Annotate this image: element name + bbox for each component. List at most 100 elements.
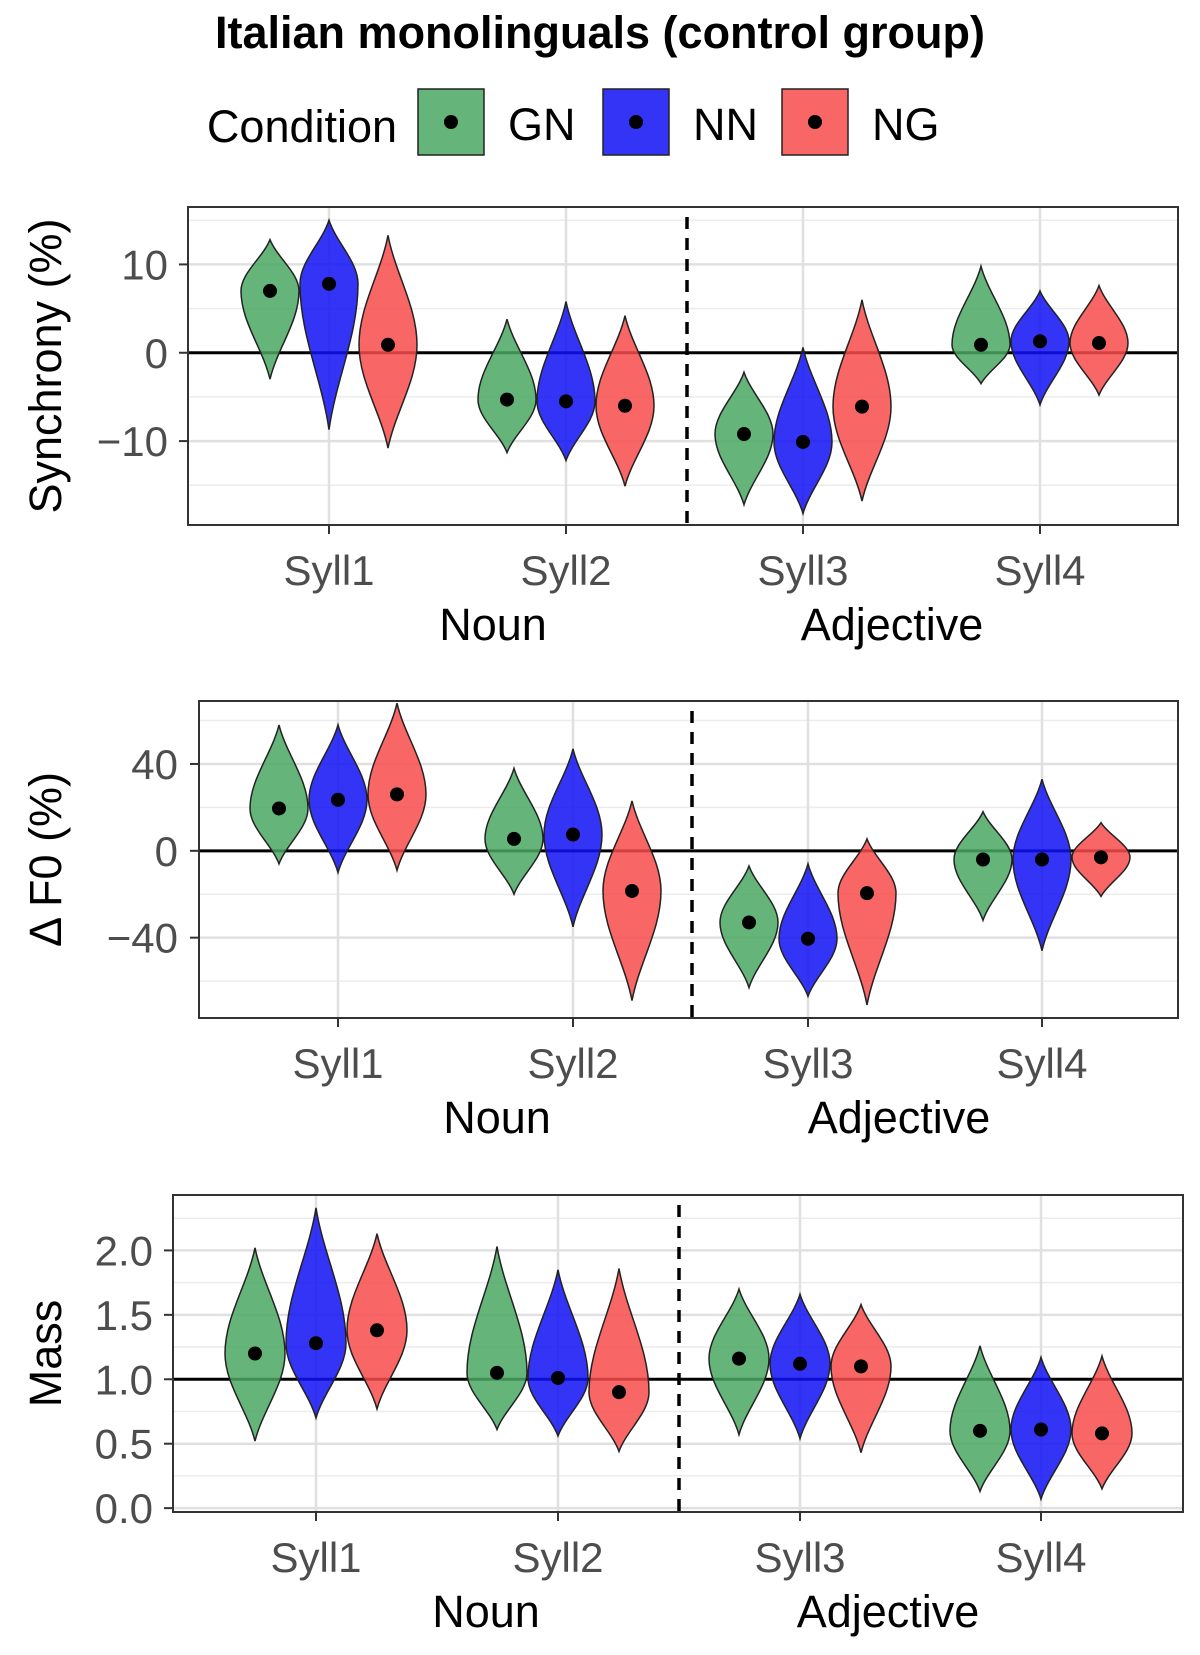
violin-gn-syll1 (240, 237, 300, 380)
violin-gn-syll2 (484, 765, 544, 897)
mean-point-ng-syll3 (855, 399, 869, 414)
y-tick-label: 0 (155, 828, 178, 875)
mean-point-nn-syll2 (559, 394, 573, 409)
x-tick-label: Syll1 (270, 1534, 361, 1581)
violin-nn-syll3 (773, 347, 833, 517)
mean-point-ng-syll1 (390, 787, 404, 802)
mean-point-gn-syll4 (973, 1423, 987, 1438)
x-tick-label: Syll4 (996, 1040, 1087, 1087)
mean-point-ng-syll2 (625, 883, 639, 898)
y-axis-label: Synchrony (%) (20, 218, 71, 513)
x-tick-label: Syll1 (292, 1040, 383, 1087)
legend-key-dot (444, 115, 458, 129)
mean-point-ng-syll4 (1095, 1426, 1109, 1441)
mean-point-gn-syll4 (976, 852, 990, 867)
legend: Condition GN NN NG (207, 88, 940, 156)
violin-gn-syll1 (224, 1247, 286, 1442)
y-tick-label: 0.5 (95, 1421, 153, 1468)
y-tick-label: 10 (121, 241, 168, 288)
x-group-label-noun: Noun (432, 1586, 540, 1637)
mean-point-gn-syll2 (490, 1365, 504, 1380)
mean-point-ng-syll2 (612, 1385, 626, 1400)
mean-point-ng-syll3 (854, 1359, 868, 1374)
mean-point-gn-syll1 (263, 283, 277, 298)
mean-point-ng-syll1 (381, 337, 395, 352)
mean-point-ng-syll4 (1094, 850, 1108, 865)
mean-point-nn-syll2 (551, 1370, 565, 1385)
violin-nn-syll2 (527, 1269, 589, 1439)
plot-background (188, 207, 1178, 525)
y-tick-label: 2.0 (95, 1227, 153, 1274)
x-tick-label: Syll2 (520, 547, 611, 594)
violin-ng-syll1 (346, 1233, 408, 1412)
x-group-label-noun: Noun (439, 599, 547, 650)
violin-ng-syll1 (367, 703, 427, 874)
legend-key-dot (808, 115, 822, 129)
violin-nn-syll2 (536, 301, 596, 463)
mean-point-gn-syll4 (974, 337, 988, 352)
mean-point-ng-syll4 (1092, 336, 1106, 351)
mean-point-ng-syll1 (370, 1323, 384, 1338)
x-group-label-noun: Noun (443, 1092, 551, 1143)
violin-nn-syll1 (299, 217, 359, 430)
legend-item-ng: NG (781, 88, 940, 156)
violin-gn-syll2 (477, 316, 537, 455)
y-tick-label: 0 (145, 330, 168, 377)
violin-ng-syll2 (588, 1268, 650, 1454)
x-tick-label: Syll3 (762, 1040, 853, 1087)
violin-gn-syll2 (466, 1246, 528, 1432)
mean-point-nn-syll1 (331, 792, 345, 807)
y-axis-label: Δ F0 (%) (20, 772, 71, 947)
mean-point-nn-syll2 (566, 827, 580, 842)
violin-ng-syll3 (837, 836, 897, 1006)
legend-key-dot (629, 115, 643, 129)
x-tick-label: Syll4 (995, 1534, 1086, 1581)
mean-point-gn-syll3 (732, 1351, 746, 1366)
violin-nn-syll1 (285, 1207, 347, 1421)
plot-border (187, 206, 1179, 526)
x-group-label-adjective: Adjective (801, 599, 984, 650)
mean-point-gn-syll3 (737, 427, 751, 442)
x-group-label-adjective: Adjective (797, 1586, 980, 1637)
violin-ng-syll4 (1071, 1353, 1133, 1491)
violin-ng-syll3 (830, 1302, 892, 1453)
mean-point-ng-syll3 (860, 886, 874, 901)
mean-point-nn-syll1 (322, 276, 336, 291)
y-tick-label: −40 (107, 915, 178, 962)
mean-point-ng-syll2 (618, 398, 632, 413)
panel-1: 10 0 −10 Syll1 Syll2 Syll3 Syll4 Noun Adjective S… (20, 206, 1179, 650)
legend-item-gn: GN (417, 88, 576, 156)
panel-3: 2.0 1.5 1.0 0.5 0.0 Syll1 Syll2 Syll3 Syll4 Noun A… (20, 1194, 1184, 1637)
violin-gn-syll4 (951, 263, 1011, 386)
legend-label-gn: GN (508, 99, 576, 150)
mean-point-nn-syll1 (309, 1336, 323, 1351)
x-group-label-adjective: Adjective (808, 1092, 991, 1143)
mean-point-gn-syll1 (248, 1346, 262, 1361)
legend-label-nn: NN (693, 99, 758, 150)
mean-point-nn-syll3 (801, 931, 815, 946)
y-tick-label: 0.0 (95, 1485, 153, 1532)
mean-point-nn-syll3 (793, 1356, 807, 1371)
y-tick-label: 1.0 (95, 1356, 153, 1403)
mean-point-nn-syll3 (796, 434, 810, 449)
legend-title: Condition (207, 101, 397, 152)
x-tick-label: Syll3 (754, 1534, 845, 1581)
y-tick-label: 40 (131, 741, 178, 788)
violin-gn-syll4 (949, 1345, 1011, 1494)
y-axis-label: Mass (20, 1300, 71, 1408)
violin-gn-syll1 (249, 724, 309, 866)
mean-point-gn-syll3 (742, 915, 756, 930)
legend-item-nn: NN (602, 88, 758, 156)
y-tick-label: 1.5 (95, 1292, 153, 1339)
x-tick-label: Syll1 (283, 547, 374, 594)
plot-border (172, 1194, 1184, 1513)
violin-nn-syll3 (778, 861, 838, 999)
plot-border (198, 700, 1179, 1019)
y-tick-label: −10 (97, 418, 168, 465)
chart-title: Italian monolinguals (control group) (215, 7, 985, 58)
mean-point-gn-syll2 (507, 831, 521, 846)
x-tick-label: Syll2 (512, 1534, 603, 1581)
violin-ng-syll2 (602, 800, 662, 1001)
